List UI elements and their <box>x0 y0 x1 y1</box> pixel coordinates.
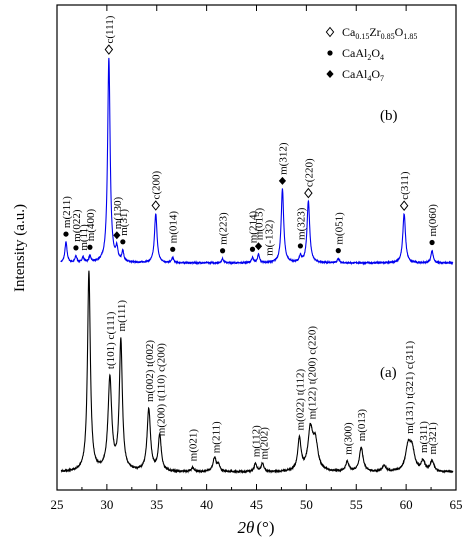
dot-marker-0-10 <box>249 246 256 252</box>
dot-marker-0-1 <box>73 245 79 251</box>
x-tick-label-5: 50 <box>300 497 313 512</box>
peak-label-1-7: m(202) <box>258 427 270 460</box>
x-tick-label-8: 65 <box>450 497 463 512</box>
peak-label-0-8: m(014) <box>168 211 180 244</box>
peak-label-1-10: m(300) <box>342 422 354 455</box>
peak-label-1-1: m(111) <box>116 300 128 332</box>
open-diamond-marker-legend-0 <box>325 26 335 38</box>
dot-marker-0-0 <box>63 231 69 237</box>
dot-marker-legend-1 <box>327 50 333 56</box>
x-tick-label-4: 45 <box>250 497 263 512</box>
x-tick-label-1: 30 <box>100 497 113 512</box>
peak-label-0-5: m(130) <box>112 196 124 229</box>
legend-entry-2: CaAl4O7 <box>342 67 384 83</box>
peak-label-0-11: m(015) <box>253 207 265 240</box>
dot-marker-0-8 <box>170 246 176 252</box>
legend-entry-0: Ca0.15Zr0.85O1.85 <box>342 25 417 41</box>
series-a-tag: (a) <box>380 365 397 381</box>
peak-label-0-15: c(220) <box>303 158 315 187</box>
peak-label-1-13: m(311) <box>418 421 430 453</box>
peak-label-0-7: c(200) <box>151 170 163 199</box>
filled-diamond-marker-legend-2 <box>326 70 334 78</box>
y-axis-label: Intensity (a.u.) <box>12 204 28 292</box>
peak-label-0-0: m(211) <box>61 196 73 228</box>
peak-label-0-10: m(214) <box>248 211 260 244</box>
series-line-1 <box>60 270 454 475</box>
series-line-0 <box>60 57 454 266</box>
x-axis-label-symbol: 2θ <box>238 518 255 537</box>
open-diamond-marker-0-17 <box>399 200 409 212</box>
x-tick-label-7: 60 <box>400 497 413 512</box>
peak-label-1-6: m(112) <box>251 425 263 457</box>
peak-label-1-11: m(013) <box>356 409 368 442</box>
x-axis-ticks: 25 30 35 40 45 50 55 60 65 <box>51 5 463 512</box>
dot-marker-0-18 <box>429 239 435 246</box>
peak-label-0-14: m(323) <box>295 207 307 240</box>
peak-label-1-5: m(211) <box>211 421 223 453</box>
open-diamond-marker-0-15 <box>304 187 313 199</box>
series-layer <box>60 57 454 475</box>
peak-label-0-13: m(312) <box>277 142 289 175</box>
peak-label-1-2: m(002) t(002) <box>144 340 156 402</box>
legend: Ca0.15Zr0.85O1.85 CaAl2O4 CaAl4O7 <box>325 25 417 83</box>
peak-label-1-8: m(022) t(112) <box>294 368 306 430</box>
peak-label-0-17: c(311) <box>399 171 411 200</box>
peak-label-0-16: m(051) <box>333 212 345 245</box>
open-diamond-marker-0-7 <box>151 200 160 211</box>
peak-label-0-4: c(111) <box>104 15 116 43</box>
peak-label-0-12: m(-132) <box>263 219 275 255</box>
open-diamond-marker-0-4 <box>104 44 114 55</box>
peak-label-1-4: m(021) <box>188 429 200 462</box>
peak-label-0-2: m(11) <box>78 224 90 251</box>
x-tick-label-0: 25 <box>51 497 64 512</box>
dot-marker-0-16 <box>335 248 341 254</box>
filled-diamond-marker-0-13 <box>278 176 287 185</box>
series-b-tag: (b) <box>380 108 398 124</box>
filled-diamond-marker-0-11 <box>254 242 263 251</box>
peak-label-1-9: m(122) t(200) c(220) <box>306 326 318 420</box>
x-tick-label-3: 40 <box>200 497 213 512</box>
peak-label-1-14: m(321) <box>427 422 439 455</box>
dot-marker-0-14 <box>297 243 303 249</box>
peak-label-1-3: m(200) t(110) c(200) <box>156 343 168 436</box>
x-tick-label-2: 35 <box>150 497 163 512</box>
peak-label-0-6: m(31) <box>118 209 130 236</box>
dot-marker-0-9 <box>219 248 226 254</box>
peak-label-1-0: t(101) c(111) <box>105 311 117 369</box>
peak-label-1-12: m(131) t(321) c(311) <box>404 340 416 433</box>
dot-marker-0-3 <box>87 244 93 250</box>
legend-entry-1: CaAl2O4 <box>342 46 384 62</box>
filled-diamond-marker-0-5 <box>113 231 121 240</box>
dot-marker-0-6 <box>120 239 126 245</box>
peak-label-layer: m(211)m(022)m(11)m(400)c(111)m(130)m(31)… <box>61 15 439 461</box>
peak-label-0-3: m(400) <box>85 209 97 242</box>
x-axis-label: 2θ (°) <box>238 518 275 537</box>
peak-label-0-9: m(223) <box>218 212 230 245</box>
peak-label-0-18: m(060) <box>427 204 439 237</box>
x-tick-label-6: 55 <box>350 497 363 512</box>
x-axis-label-unit: (°) <box>256 518 274 537</box>
peak-label-0-1: m(022) <box>71 209 83 242</box>
